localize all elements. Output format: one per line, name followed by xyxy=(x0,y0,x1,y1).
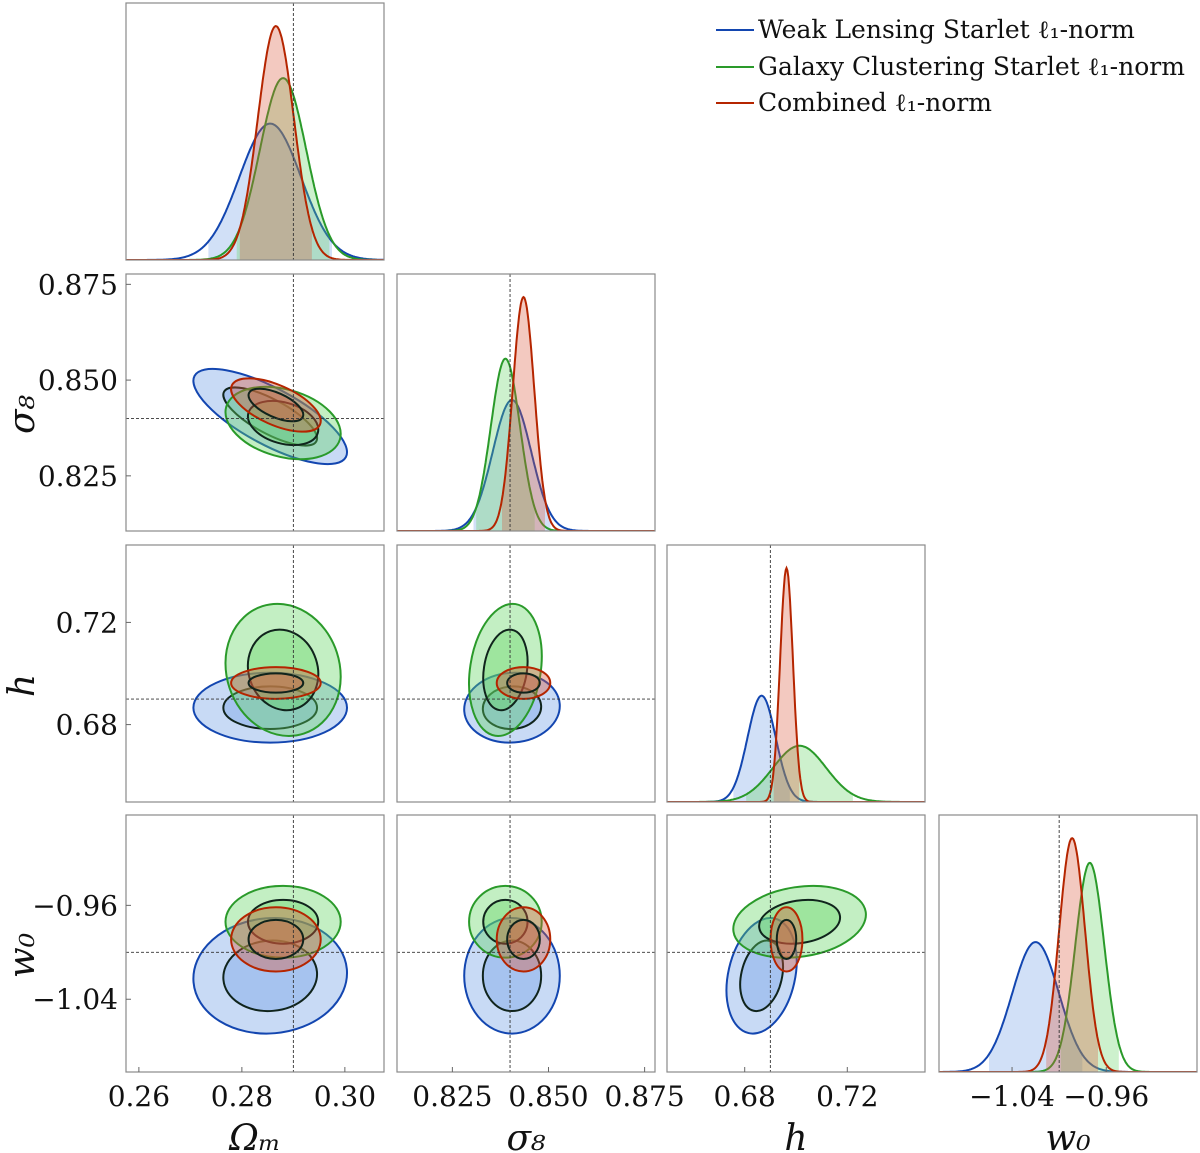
x-tick-label: 0.875 xyxy=(605,1080,685,1113)
y-axis-label-s8: σ₈ xyxy=(2,394,43,434)
legend-label: Weak Lensing Starlet ℓ₁-norm xyxy=(758,15,1135,44)
marginal-curve-0 xyxy=(939,941,1197,1072)
marginal-curve-2 xyxy=(397,295,655,531)
y-tick-label: −0.96 xyxy=(32,889,118,922)
y-axis-label-h: h xyxy=(2,674,43,697)
panel-frame xyxy=(396,544,656,803)
panel-frame xyxy=(125,544,385,803)
legend-item-combined: Combined ℓ₁-norm xyxy=(716,85,1185,122)
y-tick-label: 0.68 xyxy=(56,709,118,742)
panel-frame xyxy=(125,273,385,532)
x-axis-label-w0: w₀ xyxy=(1045,1118,1090,1153)
contour-95-series-1 xyxy=(224,602,342,737)
contour-68-series-2 xyxy=(247,387,305,423)
contour-68-series-2 xyxy=(506,918,541,960)
x-tick-label: −1.04 xyxy=(969,1080,1055,1113)
contour-95-series-1 xyxy=(468,602,543,737)
panel-frame xyxy=(396,273,656,532)
legend: Weak Lensing Starlet ℓ₁-norm Galaxy Clus… xyxy=(716,12,1185,122)
panel-Om-w0: 0.26 0.28 0.30 Ωₘ −1.04 −0.96 w₀ xyxy=(2,814,385,1153)
marginal-band-1 xyxy=(1060,862,1119,1072)
marginal-band-0 xyxy=(208,123,332,260)
contour-95-series-2 xyxy=(230,666,322,700)
marginal-curve-1 xyxy=(397,357,655,531)
contour-68-series-0 xyxy=(739,939,784,1013)
panel-Om-h: 0.68 0.72 h xyxy=(2,544,385,803)
x-tick-label: 0.825 xyxy=(412,1080,492,1113)
legend-label: Combined ℓ₁-norm xyxy=(758,88,992,117)
panel-s8-w0: 0.825 0.850 0.875 σ₈ xyxy=(396,814,685,1153)
marginal-band-1 xyxy=(236,78,330,260)
panel-Om-Om xyxy=(125,2,385,261)
contour-95-series-2 xyxy=(769,906,804,973)
marginal-band-0 xyxy=(989,942,1083,1072)
contour-95-series-1 xyxy=(468,884,543,959)
y-tick-label: 0.825 xyxy=(38,460,118,493)
marginal-band-2 xyxy=(502,297,545,531)
x-tick-label: 0.72 xyxy=(816,1080,878,1113)
x-tick-label: 0.68 xyxy=(714,1080,776,1113)
panel-h-w0: 0.68 0.72 h xyxy=(666,814,926,1153)
contour-68-series-2 xyxy=(775,918,798,960)
marginal-curve-1 xyxy=(939,861,1197,1072)
contour-68-series-2 xyxy=(247,918,305,960)
panel-frame xyxy=(938,814,1198,1073)
panel-s8-s8 xyxy=(396,273,656,532)
legend-line-blue xyxy=(716,29,754,32)
x-axis-label-s8: σ₈ xyxy=(506,1118,546,1153)
x-axis-label-Om: Ωₘ xyxy=(228,1118,281,1153)
marginal-band-2 xyxy=(773,568,800,802)
marginal-curve-2 xyxy=(667,565,925,802)
panel-frame xyxy=(666,544,926,803)
x-tick-label: 0.26 xyxy=(108,1080,170,1113)
marginal-curve-2 xyxy=(939,837,1197,1072)
marginal-band-0 xyxy=(733,695,790,802)
panel-s8-h xyxy=(396,544,656,803)
y-tick-label: −1.04 xyxy=(32,983,118,1016)
y-tick-label: 0.850 xyxy=(38,364,118,397)
panel-h-h xyxy=(666,544,926,803)
x-axis-label-h: h xyxy=(784,1118,807,1153)
x-tick-label: 0.850 xyxy=(508,1080,588,1113)
contour-95-series-0 xyxy=(463,917,561,1035)
x-tick-label: −0.96 xyxy=(1063,1080,1149,1113)
contour-68-series-2 xyxy=(247,672,305,694)
panel-frame xyxy=(125,2,385,261)
y-axis-label-w0: w₀ xyxy=(2,933,43,978)
x-tick-label: 0.30 xyxy=(314,1080,376,1113)
legend-label: Galaxy Clustering Starlet ℓ₁-norm xyxy=(758,51,1185,81)
marginal-band-2 xyxy=(1046,838,1098,1072)
legend-line-red xyxy=(716,102,754,105)
marginal-band-2 xyxy=(239,26,312,260)
contour-68-series-2 xyxy=(506,672,541,694)
panel-frame xyxy=(125,814,385,1073)
marginal-curve-1 xyxy=(126,77,384,260)
x-tick-label: 0.28 xyxy=(211,1080,273,1113)
legend-item-weak-lensing: Weak Lensing Starlet ℓ₁-norm xyxy=(716,12,1185,49)
y-tick-label: 0.875 xyxy=(38,268,118,301)
panel-w0-w0: −1.04 −0.96 w₀ xyxy=(938,814,1198,1153)
y-tick-label: 0.72 xyxy=(56,606,118,639)
legend-line-green xyxy=(716,65,754,68)
panel-frame xyxy=(666,814,926,1073)
panel-Om-s8: 0.825 0.850 0.875 σ₈ xyxy=(2,268,385,532)
marginal-band-1 xyxy=(476,358,535,531)
legend-item-galaxy-clustering: Galaxy Clustering Starlet ℓ₁-norm xyxy=(716,49,1185,86)
contour-95-series-2 xyxy=(230,906,322,973)
panel-frame xyxy=(396,814,656,1073)
contour-68-series-1 xyxy=(482,898,529,945)
